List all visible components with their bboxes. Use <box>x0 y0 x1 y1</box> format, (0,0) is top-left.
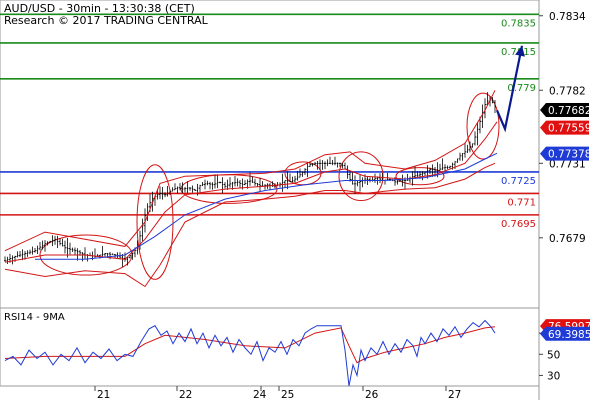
level-label: 0.7695 <box>501 219 536 230</box>
moving-average-fast <box>4 121 498 263</box>
price-badge-bg <box>540 103 589 118</box>
time-tick-label: 25 <box>281 389 294 400</box>
highlight-ellipse <box>136 164 174 280</box>
price-panel-frame <box>0 0 540 309</box>
price-tick-label: 0.7679 <box>549 233 586 245</box>
header-instrument: AUD/USD - 30min - 13:30:38 (CET) <box>4 2 195 15</box>
rsi-tick-label: 50 <box>547 349 560 361</box>
bollinger-lower <box>4 162 496 288</box>
moving-averages <box>4 90 498 288</box>
level-label: 0.779 <box>507 83 536 94</box>
price-badge-label: 0.77378 <box>548 149 590 161</box>
price-badge-bg <box>540 146 589 161</box>
price-tick-label: 0.7834 <box>549 11 586 23</box>
price-badge-bg <box>540 120 589 135</box>
level-label: 0.771 <box>507 197 536 208</box>
price-badge-label: 0.77682 <box>548 105 590 117</box>
level-label: 0.7835 <box>501 18 536 29</box>
time-tick-label: 27 <box>448 389 461 400</box>
level-label: 0.7725 <box>501 176 536 187</box>
highlight-ellipse <box>466 92 500 160</box>
price-badge-label: 0.77559 <box>548 123 590 135</box>
price-tick-label: 0.7782 <box>549 85 586 97</box>
rsi-label: RSI14 - 9MA <box>4 312 65 323</box>
highlight-ellipse <box>395 167 445 186</box>
header-copyright: Research © 2017 TRADING CENTRAL <box>4 14 209 27</box>
rsi-badge-bg <box>540 326 590 341</box>
projection-arrowhead <box>515 45 525 57</box>
bollinger-upper <box>4 90 496 252</box>
time-tick-label: 21 <box>97 389 110 400</box>
projection-arrow <box>495 45 525 133</box>
rsi-line <box>4 319 496 387</box>
highlight-ellipse <box>338 151 384 202</box>
price-axis: 0.7834 0.7782 0.7731 0.7679 <box>539 11 586 245</box>
time-axis: 21 22 24 25 26 27 <box>94 386 461 401</box>
projection-path <box>495 45 524 133</box>
highlight-ellipse <box>39 234 133 276</box>
time-tick-label: 22 <box>179 389 192 400</box>
time-tick-label: 24 <box>253 389 267 400</box>
rsi-tick-label: 30 <box>547 370 560 382</box>
moving-average-slow <box>35 152 498 260</box>
price-badges: 0.77682 0.77559 0.77378 <box>540 103 590 161</box>
time-tick-label: 26 <box>365 389 379 400</box>
rsi-badge-label: 69.3985 <box>548 329 590 341</box>
rsi-series: 70503076.599769.3985 <box>4 319 590 387</box>
price-tick-label: 0.7731 <box>549 158 586 170</box>
